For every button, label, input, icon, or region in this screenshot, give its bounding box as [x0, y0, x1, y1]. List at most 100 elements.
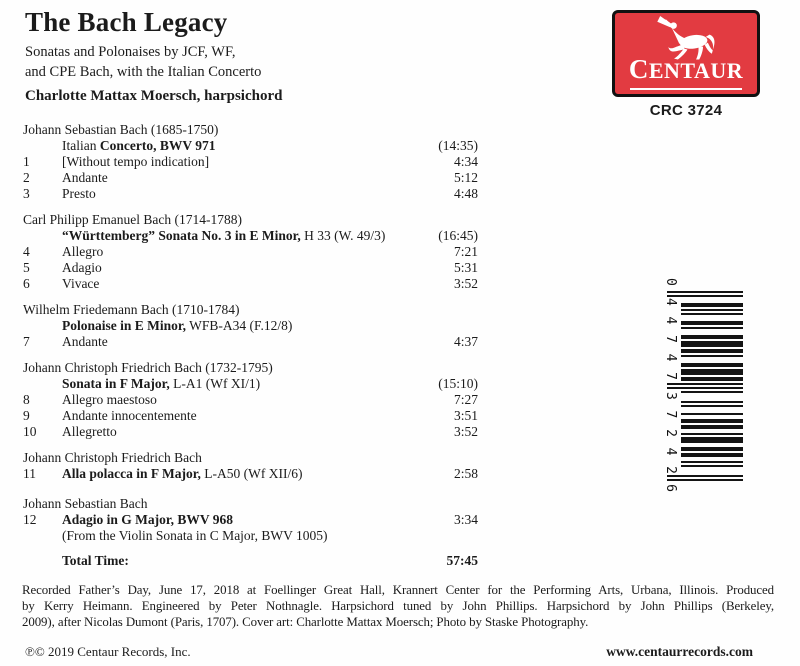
recording-credits: Recorded Father’s Day, June 17, 2018 at … [22, 583, 774, 630]
row-title: Vivace [62, 276, 100, 291]
album-title: The Bach Legacy [25, 7, 228, 37]
row-title: Total Time: [62, 553, 129, 568]
row-title: Andante [62, 334, 108, 349]
row-duration: 3:51 [453, 408, 478, 423]
subtitle-line-1: Sonatas and Polonaises by JCF, WF, [25, 44, 236, 60]
track-number [23, 528, 62, 544]
work-title-row: “Württemberg” Sonata No. 3 in E Minor, H… [23, 228, 478, 244]
centaur-figure-icon [657, 16, 715, 60]
total-time-row: Total Time: 57:45 [23, 553, 478, 569]
work-title-row: Italian Concerto, BWV 971 (14:35) [23, 138, 478, 154]
row-title: Italian Concerto, BWV 971 [62, 138, 216, 153]
row-title: Andante [62, 170, 108, 185]
row-title: Polonaise in E Minor, WFB-A34 (F.12/8) [62, 318, 293, 333]
track-number: 12 [23, 512, 37, 527]
track-row: 3 Presto 4:48 [23, 186, 478, 202]
track-number [23, 553, 62, 569]
row-duration: (16:45) [438, 228, 478, 243]
row-duration: 3:52 [453, 276, 478, 291]
credits-line: 2009), after Nicolas Dumont (Paris, 1707… [22, 614, 589, 629]
track-row: 5 Adagio 5:31 [23, 260, 478, 276]
row-title: Adagio in G Major, BWV 968 [62, 512, 234, 527]
row-duration: (15:10) [438, 376, 478, 391]
credits-line: Recorded Father’s Day, June 17, 2018 at … [22, 583, 774, 597]
track-row: 6 Vivace 3:52 [23, 276, 478, 292]
track-row: 10 Allegretto 3:52 [23, 424, 478, 440]
catalog-number: CRC 3724 [649, 102, 723, 119]
composer-name: Wilhelm Friedemann Bach (1710-1784) [23, 302, 240, 317]
row-title: Allegro maestoso [62, 392, 157, 407]
row-duration [426, 318, 478, 334]
row-duration: 4:48 [453, 186, 478, 201]
subtitle-line-2: and CPE Bach, with the Italian Concerto [25, 64, 262, 80]
track-number [23, 228, 62, 244]
row-duration: 5:12 [453, 170, 478, 185]
track-row: 1 [Without tempo indication] 4:34 [23, 154, 478, 170]
row-title: (From the Violin Sonata in C Major, BWV … [62, 528, 328, 543]
track-number: 11 [23, 466, 36, 481]
label-website: www.centaurrecords.com [606, 644, 753, 659]
track-number: 4 [23, 244, 30, 259]
track-number: 8 [23, 392, 30, 407]
row-title: “Württemberg” Sonata No. 3 in E Minor, H… [62, 228, 386, 243]
track-list: Johann Sebastian Bach (1685-1750) Italian… [23, 116, 478, 569]
row-duration: 7:27 [453, 392, 478, 407]
track-row: 2 Andante 5:12 [23, 170, 478, 186]
track-number: 9 [23, 408, 30, 423]
track-number [23, 318, 62, 334]
composer-name: Johann Christoph Friedrich Bach (1732-17… [23, 360, 273, 375]
work-title-row: Sonata in F Major, L-A1 (Wf XI/1) (15:10) [23, 376, 478, 392]
row-title: Allegro [62, 244, 104, 259]
track-number [23, 138, 62, 154]
track-number: 5 [23, 260, 30, 275]
copyright-line: ℗© 2019 Centaur Records, Inc. [25, 644, 191, 659]
work-title-row: Polonaise in E Minor, WFB-A34 (F.12/8) [23, 318, 478, 334]
row-title: Andante innocentemente [62, 408, 197, 423]
track-row: 9 Andante innocentemente 3:51 [23, 408, 478, 424]
track-row: 7 Andante 4:37 [23, 334, 478, 350]
composer-name: Carl Philipp Emanuel Bach (1714-1788) [23, 212, 242, 227]
barcode-digit-check: 6 [663, 484, 678, 492]
row-duration: 3:52 [453, 424, 478, 439]
row-title: Presto [62, 186, 96, 201]
composer-name: Johann Christoph Friedrich Bach [23, 450, 202, 465]
track-row: 12 Adagio in G Major, BWV 968 3:34 [23, 512, 478, 528]
track-note-row: (From the Violin Sonata in C Major, BWV … [23, 528, 478, 544]
barcode-bars [667, 291, 743, 481]
row-duration: 3:34 [453, 512, 478, 527]
track-number [23, 376, 62, 392]
row-duration: 57:45 [446, 553, 479, 568]
row-title: Sonata in F Major, L-A1 (Wf XI/1) [62, 376, 261, 391]
row-title: Allegretto [62, 424, 117, 439]
track-row: 4 Allegro 7:21 [23, 244, 478, 260]
row-title: Alla polacca in F Major, L-A50 (Wf XII/6… [62, 466, 303, 481]
centaur-wordmark: CENTAUR [628, 54, 744, 84]
row-title: Adagio [62, 260, 102, 275]
logo-divider [630, 88, 742, 90]
track-row: 11 Alla polacca in F Major, L-A50 (Wf XII… [23, 466, 478, 482]
row-duration: 4:34 [453, 154, 478, 169]
row-duration: 5:31 [453, 260, 478, 275]
header: The Bach Legacy Sonatas and Polonaises b… [25, 6, 282, 105]
centaur-logo: CENTAUR [612, 10, 760, 97]
performer-credit: Charlotte Mattax Moersch, harpsichord [25, 88, 283, 104]
composer-name: Johann Sebastian Bach (1685-1750) [23, 122, 219, 137]
credits-line: by Kerry Heimann. Engineered by Peter No… [22, 598, 774, 613]
row-title: [Without tempo indication] [62, 154, 210, 169]
row-duration: 2:58 [453, 466, 478, 481]
track-row: 8 Allegro maestoso 7:27 [23, 392, 478, 408]
track-number: 7 [23, 334, 30, 349]
barcode-digit-lead: 0 [663, 278, 678, 286]
row-duration [426, 528, 478, 544]
album-subtitle: Sonatas and Polonaises by JCF, WF, and C… [25, 42, 282, 82]
row-duration: (14:35) [438, 138, 478, 153]
track-number: 6 [23, 276, 30, 291]
row-duration: 7:21 [453, 244, 478, 259]
composer-name: Johann Sebastian Bach [23, 496, 148, 511]
track-number: 10 [23, 424, 37, 439]
row-duration: 4:37 [453, 334, 478, 349]
